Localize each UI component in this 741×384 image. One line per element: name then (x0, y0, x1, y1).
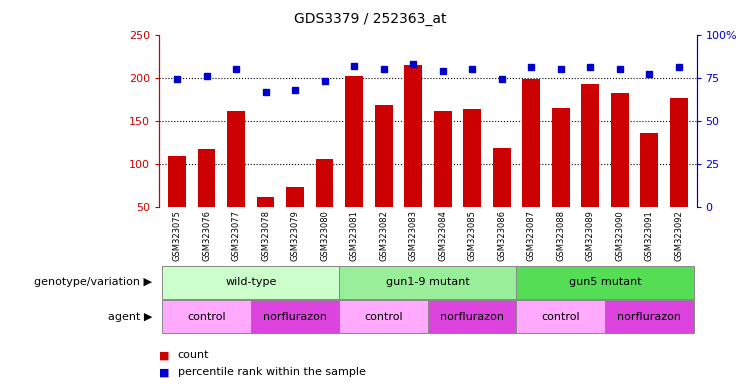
Bar (670, 98, 688, 207)
Bar (286, 187, 304, 207)
Text: norflurazon: norflurazon (617, 312, 681, 322)
Text: agent ▶: agent ▶ (107, 312, 152, 322)
Bar (250, 300, 339, 333)
Text: wild-type: wild-type (225, 277, 276, 287)
Text: ■: ■ (159, 367, 170, 377)
Bar (316, 159, 333, 207)
Text: count: count (178, 350, 210, 360)
Bar (162, 266, 339, 299)
Bar (463, 109, 481, 207)
Bar (405, 65, 422, 207)
Text: GDS3379 / 252363_at: GDS3379 / 252363_at (294, 12, 447, 25)
Bar (611, 93, 628, 207)
Text: norflurazon: norflurazon (263, 312, 327, 322)
Bar (493, 148, 511, 207)
Text: ■: ■ (159, 350, 170, 360)
Bar (339, 300, 428, 333)
Bar (522, 79, 540, 207)
Bar (345, 76, 363, 207)
Bar (582, 84, 599, 207)
Text: gun5 mutant: gun5 mutant (569, 277, 642, 287)
Text: percentile rank within the sample: percentile rank within the sample (178, 367, 366, 377)
Bar (516, 300, 605, 333)
Text: genotype/variation ▶: genotype/variation ▶ (34, 277, 152, 287)
Bar (433, 111, 451, 207)
Bar (640, 133, 658, 207)
Bar (552, 108, 570, 207)
Text: control: control (542, 312, 580, 322)
Text: control: control (187, 312, 226, 322)
Bar (198, 149, 216, 207)
Bar (162, 300, 250, 333)
Bar (428, 300, 516, 333)
Bar (168, 156, 186, 207)
Bar (339, 266, 516, 299)
Bar (375, 106, 393, 207)
Bar (256, 197, 274, 207)
Text: gun1-9 mutant: gun1-9 mutant (386, 277, 470, 287)
Bar (227, 111, 245, 207)
Bar (605, 300, 694, 333)
Bar (516, 266, 694, 299)
Text: norflurazon: norflurazon (440, 312, 504, 322)
Text: control: control (365, 312, 403, 322)
